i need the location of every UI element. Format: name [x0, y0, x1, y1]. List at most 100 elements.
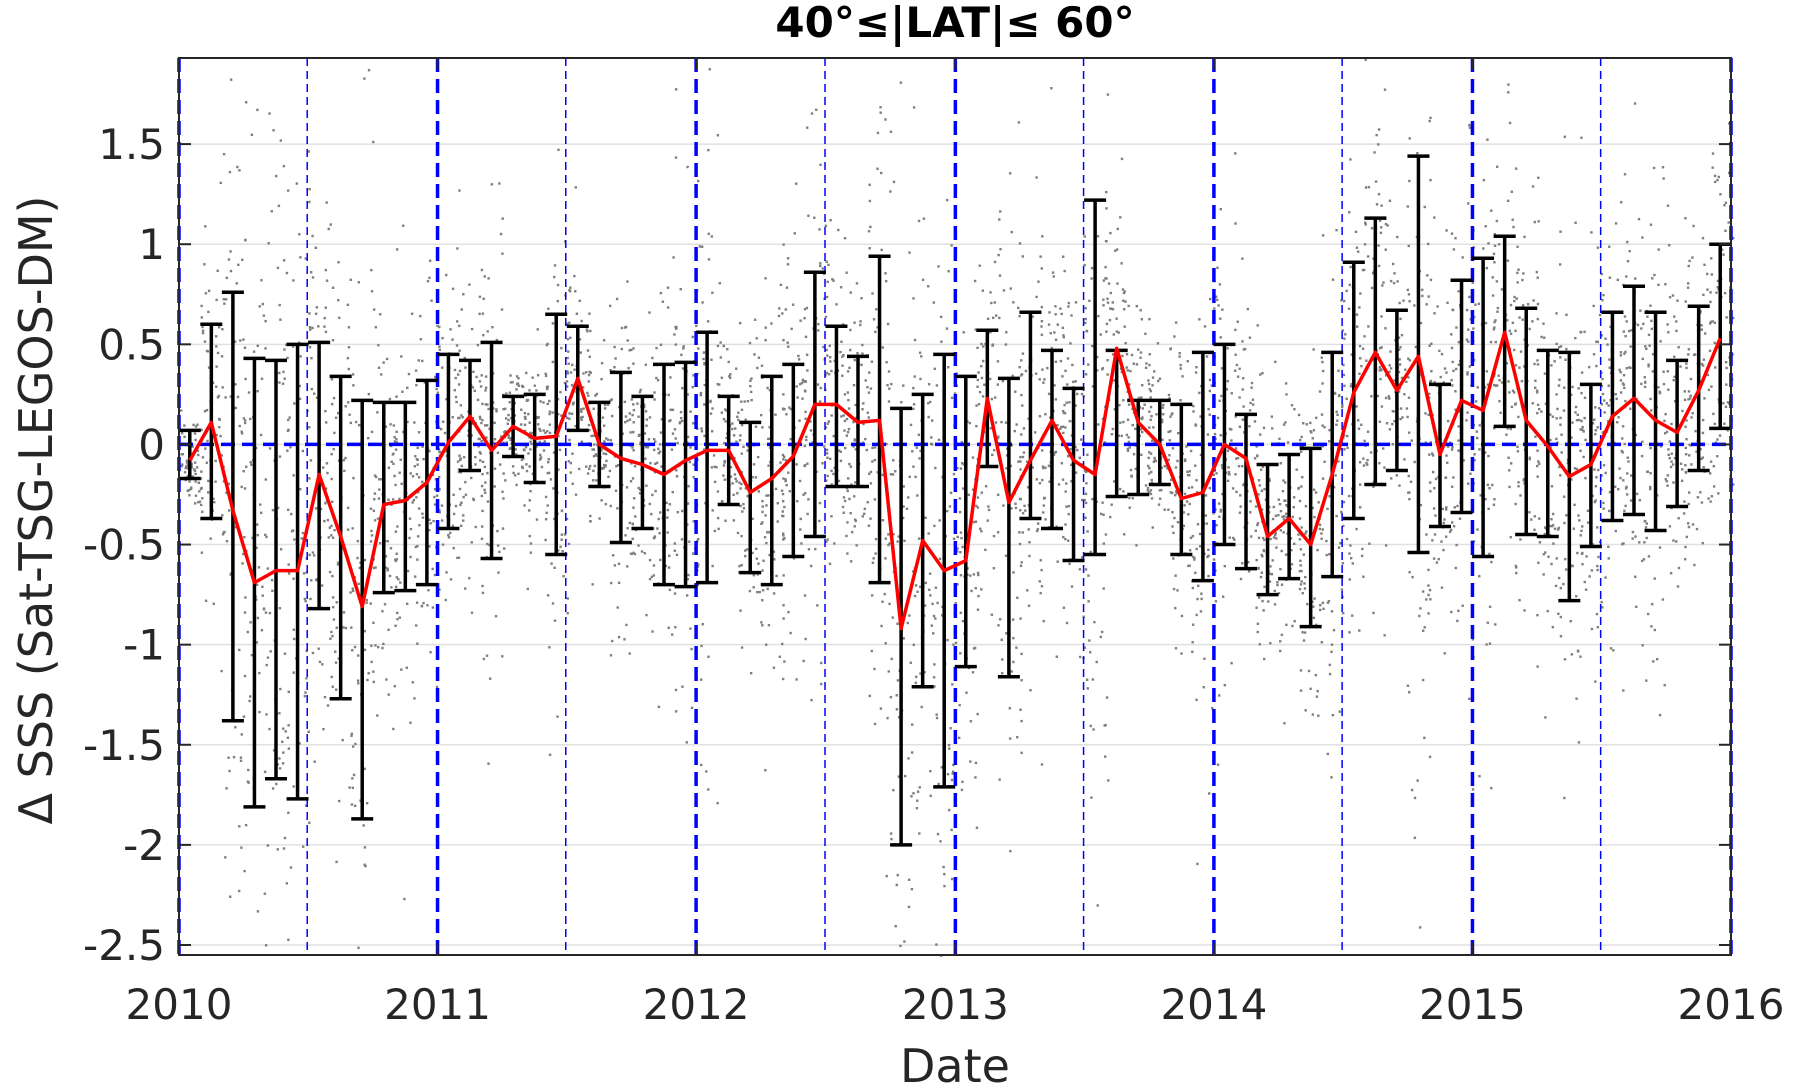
- scatter-point: [753, 353, 755, 355]
- scatter-point: [372, 670, 374, 672]
- scatter-point: [1546, 610, 1548, 612]
- scatter-point: [1299, 588, 1301, 590]
- scatter-point: [247, 780, 249, 782]
- scatter-point: [1261, 372, 1263, 374]
- scatter-point: [1361, 548, 1363, 550]
- scatter-point: [610, 439, 612, 441]
- scatter-point: [483, 658, 485, 660]
- scatter-point: [947, 270, 949, 272]
- scatter-point: [1105, 191, 1107, 193]
- scatter-point: [1269, 642, 1271, 644]
- scatter-point: [1337, 370, 1339, 372]
- scatter-point: [1571, 653, 1573, 655]
- scatter-point: [1375, 180, 1377, 182]
- scatter-point: [1465, 419, 1467, 421]
- scatter-point: [380, 373, 382, 375]
- scatter-point: [1587, 510, 1589, 512]
- scatter-point: [1414, 837, 1416, 839]
- scatter-point: [1272, 518, 1274, 520]
- scatter-point: [660, 344, 662, 346]
- scatter-point: [929, 594, 931, 596]
- scatter-point: [1634, 102, 1636, 104]
- scatter-point: [438, 345, 440, 347]
- scatter-point: [1563, 386, 1565, 388]
- scatter-point: [1260, 576, 1262, 578]
- scatter-point: [1339, 542, 1341, 544]
- scatter-point: [548, 646, 550, 648]
- scatter-point: [1379, 366, 1381, 368]
- scatter-point: [1062, 432, 1064, 434]
- scatter-point: [1431, 539, 1433, 541]
- scatter-point: [1190, 450, 1192, 452]
- scatter-point: [1450, 611, 1452, 613]
- scatter-point: [1328, 495, 1330, 497]
- scatter-point: [880, 707, 882, 709]
- scatter-point: [762, 505, 764, 507]
- scatter-point: [452, 416, 454, 418]
- scatter-point: [475, 526, 477, 528]
- scatter-point: [887, 323, 889, 325]
- scatter-point: [224, 856, 226, 858]
- scatter-point: [347, 507, 349, 509]
- scatter-point: [502, 217, 504, 219]
- scatter-point: [1064, 523, 1066, 525]
- scatter-point: [209, 537, 211, 539]
- scatter-point: [1358, 306, 1360, 308]
- scatter-point: [1577, 650, 1579, 652]
- scatter-point: [1309, 688, 1311, 690]
- scatter-point: [496, 530, 498, 532]
- scatter-point: [244, 419, 246, 421]
- scatter-point: [487, 500, 489, 502]
- scatter-point: [1298, 414, 1300, 416]
- scatter-point: [845, 271, 847, 273]
- scatter-point: [1711, 273, 1713, 275]
- scatter-point: [1271, 559, 1273, 561]
- scatter-point: [310, 459, 312, 461]
- scatter-point: [1334, 474, 1336, 476]
- scatter-point: [796, 500, 798, 502]
- scatter-point: [1258, 479, 1260, 481]
- scatter-point: [573, 368, 575, 370]
- scatter-point: [1076, 449, 1078, 451]
- scatter-point: [1255, 505, 1257, 507]
- scatter-point: [230, 78, 232, 80]
- scatter-point: [1009, 737, 1011, 739]
- scatter-point: [1563, 797, 1565, 799]
- scatter-point: [711, 430, 713, 432]
- scatter-point: [826, 452, 828, 454]
- scatter-point: [1673, 315, 1675, 317]
- scatter-point: [1441, 586, 1443, 588]
- scatter-point: [1581, 553, 1583, 555]
- scatter-point: [240, 756, 242, 758]
- scatter-point: [1518, 366, 1520, 368]
- scatter-point: [1367, 325, 1369, 327]
- scatter-point: [472, 498, 474, 500]
- scatter-point: [1159, 498, 1161, 500]
- scatter-point: [740, 564, 742, 566]
- scatter-point: [1209, 379, 1211, 381]
- scatter-point: [324, 410, 326, 412]
- scatter-point: [1689, 395, 1691, 397]
- scatter-point: [452, 494, 454, 496]
- scatter-point: [401, 391, 403, 393]
- scatter-point: [348, 326, 350, 328]
- scatter-point: [749, 342, 751, 344]
- scatter-point: [1666, 484, 1668, 486]
- scatter-point: [411, 313, 413, 315]
- scatter-point: [1507, 83, 1509, 85]
- scatter-point: [1623, 330, 1625, 332]
- scatter-point: [1280, 529, 1282, 531]
- scatter-point: [236, 166, 238, 168]
- scatter-point: [1242, 377, 1244, 379]
- scatter-point: [792, 303, 794, 305]
- scatter-point: [396, 248, 398, 250]
- scatter-point: [756, 557, 758, 559]
- scatter-point: [951, 397, 953, 399]
- scatter-point: [1493, 253, 1495, 255]
- scatter-point: [829, 458, 831, 460]
- scatter-point: [1407, 289, 1409, 291]
- scatter-point: [1085, 502, 1087, 504]
- scatter-point: [249, 621, 251, 623]
- scatter-point: [1087, 574, 1089, 576]
- scatter-point: [1612, 649, 1614, 651]
